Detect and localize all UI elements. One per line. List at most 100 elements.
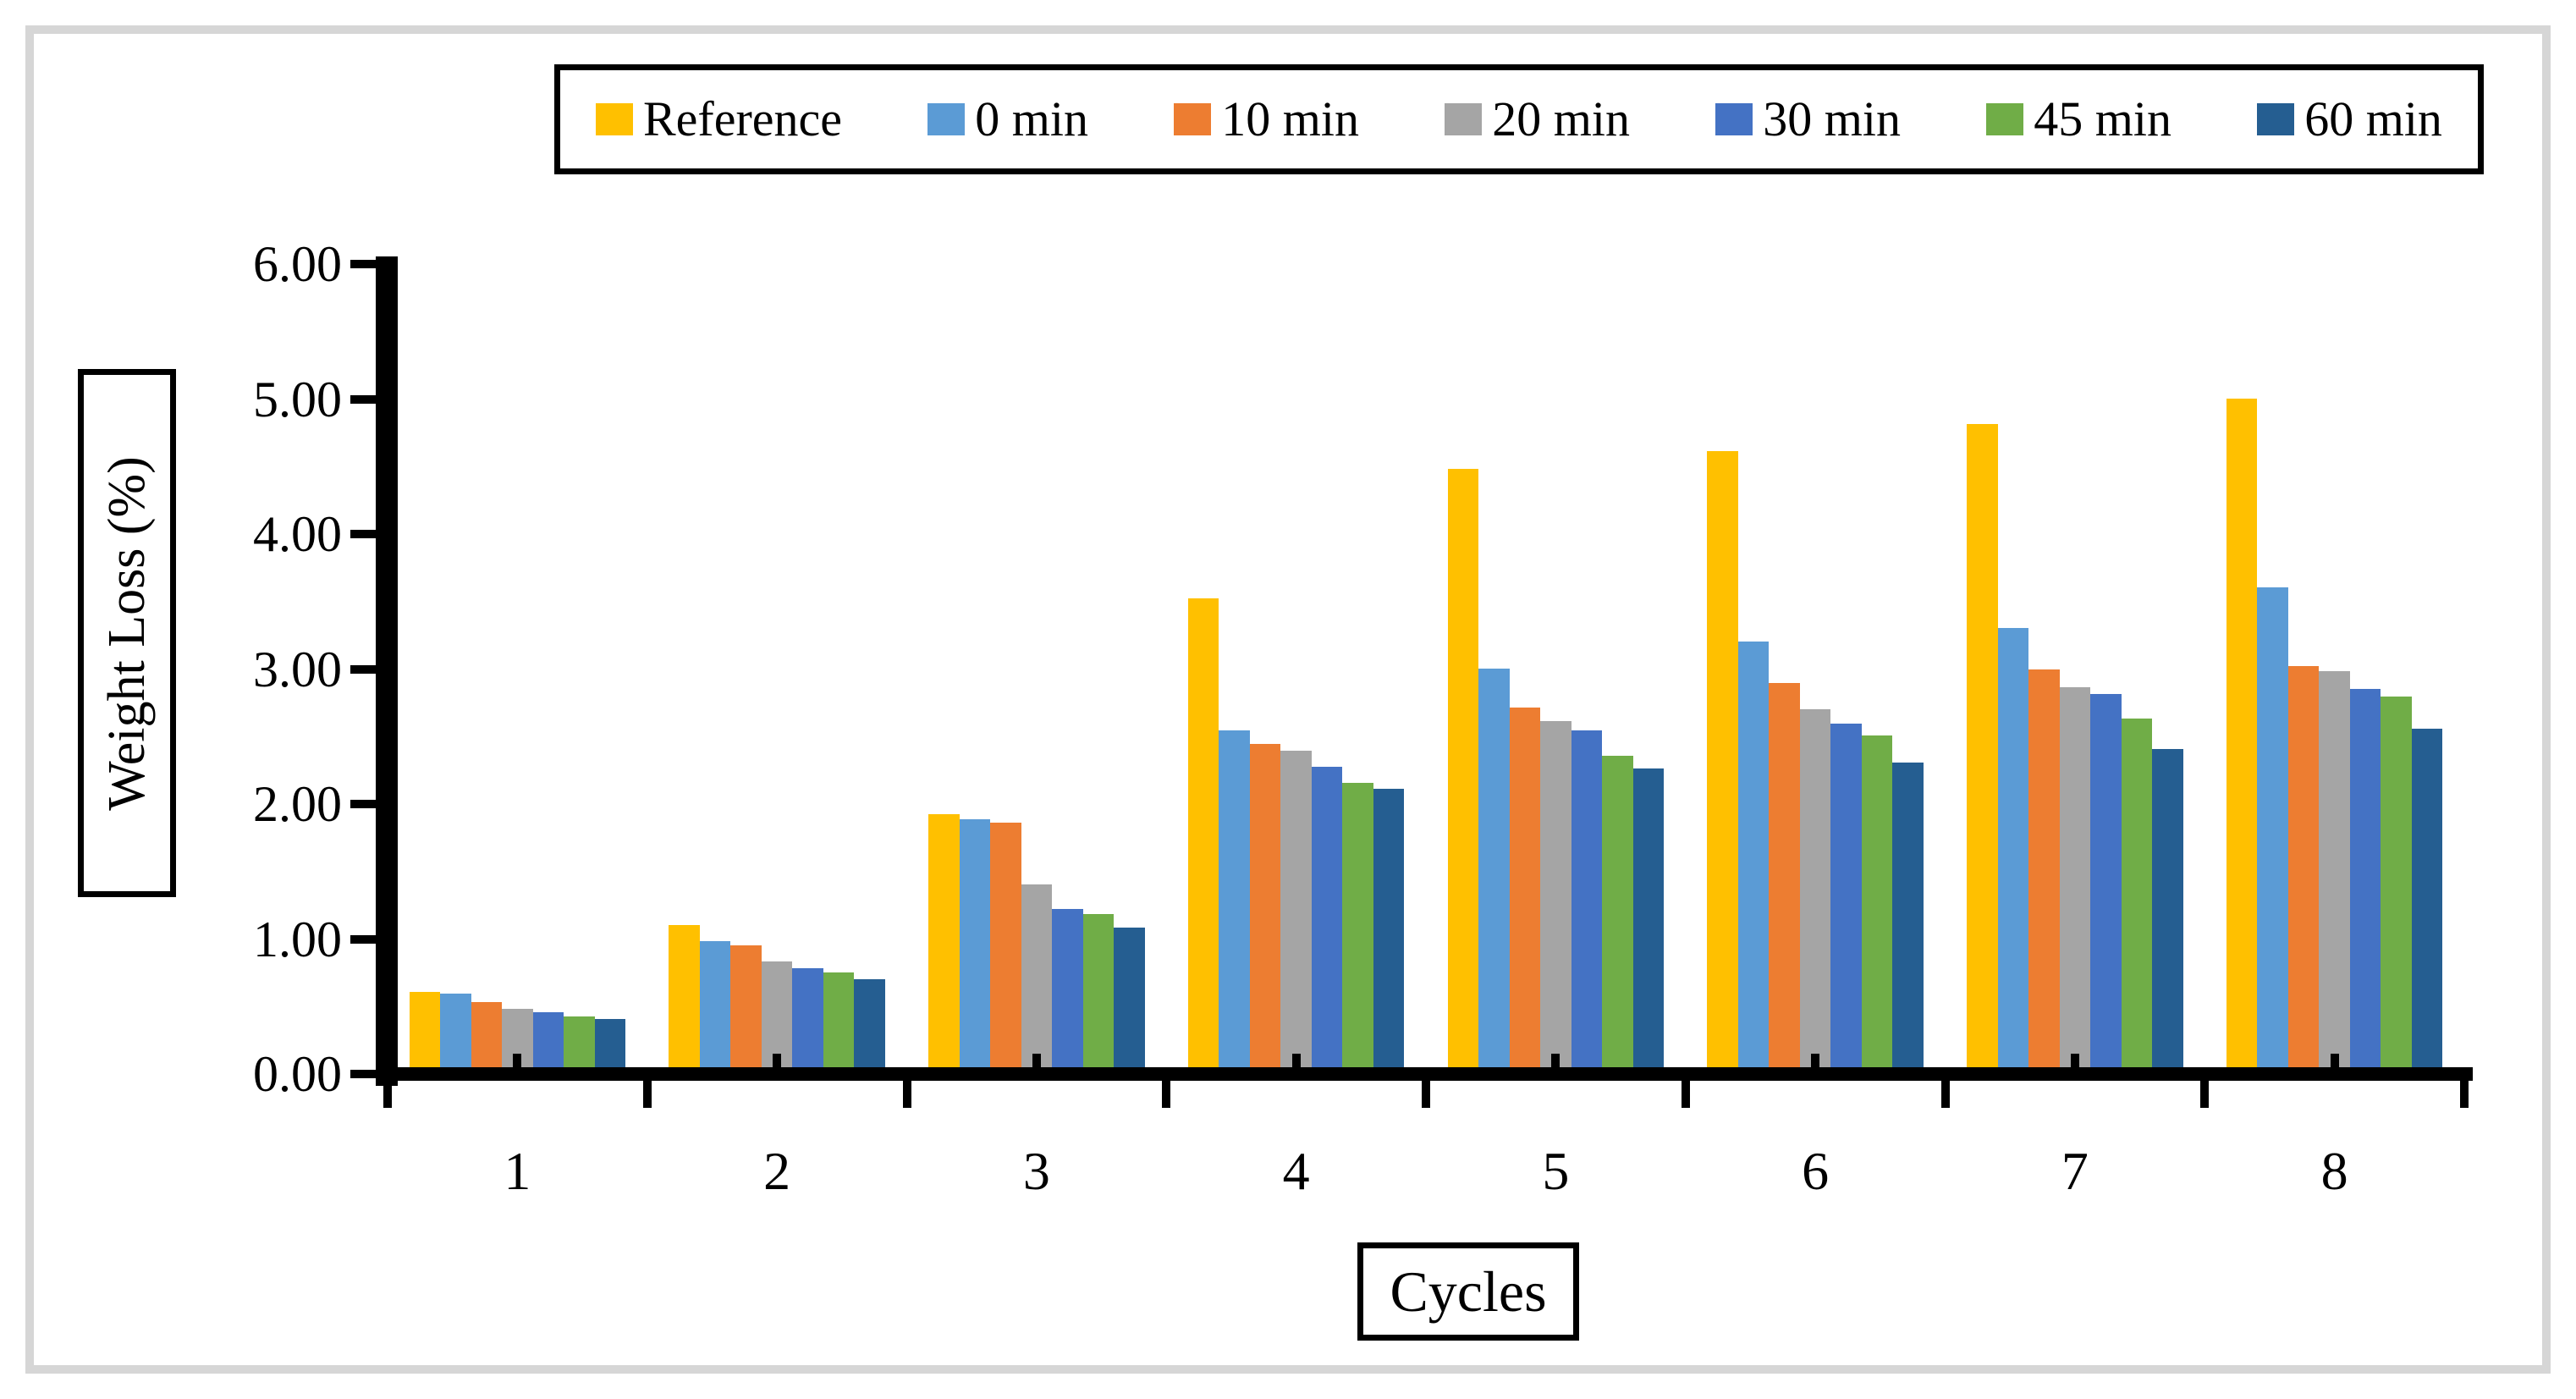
bar-20-min-cycle-3 [1021,884,1053,1071]
x-axis-center-tick [1291,1054,1301,1067]
y-axis-tick [350,664,376,674]
legend-label: Reference [643,91,843,146]
x-axis-category-label: 8 [2320,1141,2348,1201]
bar-20-min-cycle-7 [2059,687,2091,1071]
bar-20-min-cycle-8 [2319,670,2350,1071]
legend-swatch-icon [596,103,633,135]
bar-30-min-cycle-7 [2090,693,2122,1071]
x-axis-title: Cycles [1390,1259,1547,1324]
y-axis-tick-label: 4.00 [253,506,342,562]
bar-0-min-cycle-7 [1997,627,2029,1071]
x-axis-category-label: 6 [1802,1141,1830,1201]
bar-reference-cycle-4 [1187,598,1219,1071]
bar-20-min-cycle-6 [1799,708,1831,1071]
y-axis-tick-label: 2.00 [253,776,342,832]
bar-30-min-cycle-8 [2349,688,2381,1071]
bar-45-min-cycle-1 [564,1016,595,1071]
legend-item-60-min: 60 min [2257,95,2442,144]
legend-item-20-min: 20 min [1445,95,1630,144]
legend-item-0-min: 0 min [927,95,1088,144]
bar-60-min-cycle-6 [1892,763,1924,1071]
bar-10-min-cycle-3 [990,822,1021,1071]
bar-45-min-cycle-4 [1342,783,1373,1071]
x-axis-center-tick [513,1054,522,1067]
legend-label: 60 min [2304,91,2442,146]
bar-30-min-cycle-1 [532,1012,564,1071]
y-axis-tick [350,800,376,808]
x-axis-center-tick [2330,1054,2339,1067]
bar-20-min-cycle-4 [1280,750,1312,1071]
bar-10-min-cycle-2 [730,945,762,1071]
bar-0-min-cycle-6 [1737,641,1770,1071]
x-axis-tick [2200,1067,2210,1108]
bar-30-min-cycle-5 [1571,730,1603,1071]
bar-20-min-cycle-2 [761,961,793,1071]
legend-item-10-min: 10 min [1174,95,1359,144]
legend-swatch-icon [1174,103,1212,135]
legend-item-reference: Reference [596,95,842,144]
figure-frame [25,25,2551,1374]
legend-label: 20 min [1492,91,1630,146]
bar-reference-cycle-3 [928,813,960,1071]
y-axis-tick [350,934,376,944]
bar-0-min-cycle-8 [2257,587,2288,1071]
y-axis-tick-label: 6.00 [253,236,342,292]
y-axis-tick-label: 5.00 [253,371,342,427]
bar-60-min-cycle-4 [1373,788,1405,1071]
x-axis-tick [642,1067,652,1108]
y-axis-title-box: Weight Loss (%) [78,369,176,897]
bar-45-min-cycle-7 [2121,718,2153,1071]
legend-swatch-icon [1445,103,1483,135]
bar-45-min-cycle-2 [823,972,855,1071]
bar-reference-cycle-6 [1707,450,1738,1071]
bar-45-min-cycle-3 [1082,913,1115,1071]
y-axis-tick [350,394,376,404]
x-axis-category-label: 5 [1542,1141,1570,1201]
bar-60-min-cycle-5 [1632,768,1665,1071]
y-axis-tick [350,260,376,268]
bar-30-min-cycle-3 [1052,908,1083,1071]
x-axis-tick [1162,1067,1171,1108]
x-axis-title-box: Cycles [1357,1242,1579,1341]
bar-10-min-cycle-5 [1509,707,1541,1071]
y-axis-tick [350,530,376,538]
bar-60-min-cycle-1 [594,1019,626,1071]
bar-45-min-cycle-8 [2381,697,2412,1071]
x-axis-tick [1681,1067,1690,1108]
bar-10-min-cycle-4 [1249,744,1281,1071]
x-axis-center-tick [773,1054,782,1067]
bar-0-min-cycle-1 [440,994,471,1071]
legend-swatch-icon [2257,103,2295,135]
x-axis-tick [902,1067,911,1108]
x-axis-center-tick [1551,1054,1560,1067]
legend-item-30-min: 30 min [1715,95,1901,144]
x-axis-category-label: 1 [504,1141,531,1201]
legend-swatch-icon [1715,103,1753,135]
legend-label: 0 min [975,91,1089,146]
legend-swatch-icon [1986,103,2024,135]
bar-45-min-cycle-6 [1861,735,1893,1071]
bar-10-min-cycle-6 [1769,683,1800,1071]
y-axis-tick-label: 3.00 [253,641,342,697]
x-axis-tick [1422,1067,1430,1108]
bar-reference-cycle-2 [669,924,700,1071]
bar-30-min-cycle-2 [792,967,823,1071]
y-axis-line [376,256,398,1086]
bar-10-min-cycle-7 [2028,669,2060,1071]
legend-label: 30 min [1763,91,1901,146]
bar-10-min-cycle-1 [471,1001,503,1071]
y-axis-tick-label: 1.00 [253,911,342,967]
bar-0-min-cycle-3 [959,819,991,1071]
bar-reference-cycle-7 [1967,423,1998,1071]
bar-10-min-cycle-8 [2287,665,2320,1071]
legend-label: 45 min [2034,91,2171,146]
legend-item-45-min: 45 min [1986,95,2171,144]
y-axis-tick [350,1070,376,1078]
bar-45-min-cycle-5 [1602,756,1633,1071]
x-axis-category-label: 3 [1022,1141,1050,1201]
chart-legend: Reference 0 min 10 min 20 min 30 min 45 min 60… [554,64,2484,174]
bar-20-min-cycle-5 [1540,720,1571,1071]
bar-reference-cycle-1 [409,992,441,1071]
bar-60-min-cycle-2 [854,978,885,1071]
bar-0-min-cycle-4 [1219,730,1250,1071]
